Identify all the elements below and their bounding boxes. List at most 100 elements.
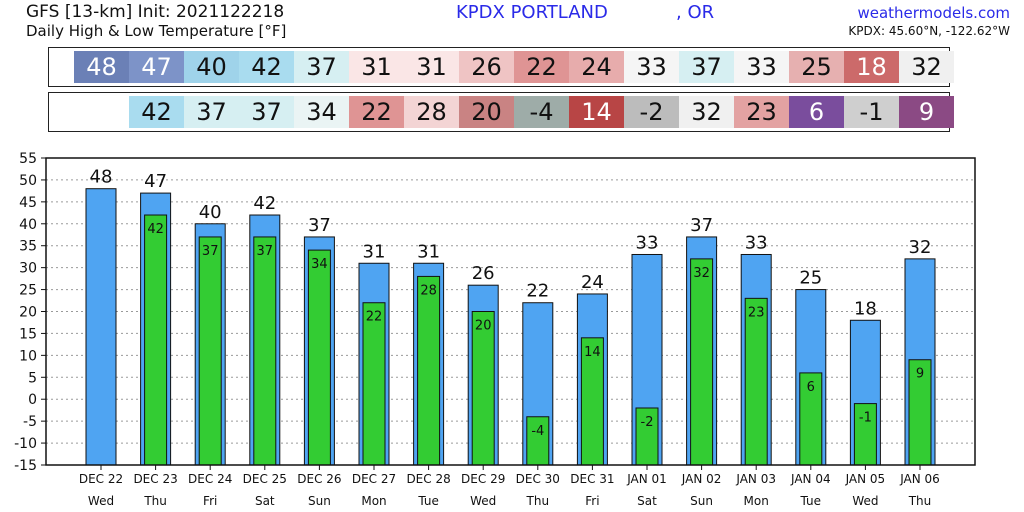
- high-temp-cell: 31: [404, 51, 459, 83]
- x-tick-label: JAN 01: [626, 472, 667, 486]
- high-temp-cell: 47: [129, 51, 184, 83]
- low-temp-bar: [690, 258, 714, 466]
- y-tick-label: -15: [14, 458, 37, 474]
- x-weekday-label: Fri: [585, 494, 599, 508]
- y-tick-label: 20: [19, 305, 37, 321]
- x-weekday-label: Mon: [361, 494, 386, 508]
- y-tick-label: -5: [23, 414, 37, 430]
- high-temp-label: 37: [308, 215, 331, 236]
- high-temp-label: 26: [472, 263, 495, 284]
- high-temp-cell: 37: [679, 51, 734, 83]
- high-temp-cell: 25: [789, 51, 844, 83]
- x-weekday-label: Thu: [526, 494, 550, 508]
- low-temp-label: 32: [693, 266, 710, 281]
- high-temp-label: 31: [363, 241, 386, 262]
- low-temp-cell: 28: [404, 96, 459, 128]
- low-temp-bar: [417, 275, 441, 466]
- high-temp-label: 42: [253, 193, 276, 214]
- y-tick-label: 45: [19, 195, 37, 211]
- high-temp-label: 47: [144, 171, 167, 192]
- x-tick-label: DEC 30: [516, 472, 560, 486]
- x-tick-label: DEC 27: [352, 472, 396, 486]
- low-temp-label: 34: [311, 257, 328, 272]
- high-temp-strip: 48 47 40 42 37 31 31 26 22 24 33 37 33 25 18 32: [48, 47, 954, 87]
- low-temp-strip: 42 37 37 34 22 28 20 -4 14 -2 32 23 6 -1 9: [48, 92, 954, 132]
- x-weekday-label: Sun: [690, 494, 713, 508]
- plot-frame: [45, 157, 976, 466]
- low-temp-label: 42: [147, 222, 164, 237]
- low-temp-label: -2: [641, 415, 654, 430]
- x-weekday-label: Thu: [143, 494, 167, 508]
- x-tick-label: JAN 06: [899, 472, 940, 486]
- x-weekday-label: Sat: [637, 494, 657, 508]
- high-temp-cell: 31: [349, 51, 404, 83]
- low-temp-bar: [307, 249, 331, 466]
- high-temp-label: 22: [526, 281, 549, 302]
- x-tick-label: DEC 24: [188, 472, 232, 486]
- y-tick-label: -10: [14, 436, 37, 452]
- chart-subtitle: Daily High & Low Temperature [°F]: [26, 22, 287, 40]
- x-weekday-label: Wed: [852, 494, 878, 508]
- y-tick-label: 5: [28, 370, 37, 386]
- x-tick-label: DEC 22: [79, 472, 123, 486]
- y-tick-label: 40: [19, 217, 37, 233]
- low-temp-cell: 37: [239, 96, 294, 128]
- low-temp-cell: 14: [569, 96, 624, 128]
- y-tick-label: 55: [19, 151, 37, 167]
- low-temp-cell: 22: [349, 96, 404, 128]
- low-temp-label: -4: [531, 424, 544, 439]
- low-temp-label: 6: [807, 380, 815, 395]
- low-temp-cell: -1: [844, 96, 899, 128]
- station-coordinates: KPDX: 45.60°N, -122.62°W: [848, 24, 1010, 38]
- low-temp-bar: [362, 302, 386, 466]
- station-state: , OR: [676, 2, 715, 23]
- y-tick-label: 35: [19, 239, 37, 255]
- y-tick-label: 0: [28, 392, 37, 408]
- high-temp-label: 33: [636, 232, 659, 253]
- high-temp-cell: 42: [239, 51, 294, 83]
- x-tick-label: DEC 31: [570, 472, 614, 486]
- high-temp-label: 24: [581, 272, 604, 293]
- x-weekday-label: Wed: [88, 494, 114, 508]
- station-name: KPDX PORTLAND: [456, 2, 608, 23]
- y-tick-label: 15: [19, 326, 37, 342]
- x-weekday-label: Wed: [470, 494, 496, 508]
- site-link[interactable]: weathermodels.com: [857, 4, 1010, 22]
- high-temp-cell: 48: [74, 51, 129, 83]
- low-temp-bar: [198, 236, 222, 466]
- low-temp-bar: [744, 297, 768, 466]
- y-tick-label: 25: [19, 283, 37, 299]
- low-temp-cell: 9: [899, 96, 954, 128]
- x-tick-label: DEC 29: [461, 472, 505, 486]
- y-tick-label: 30: [19, 261, 37, 277]
- x-tick-label: JAN 02: [681, 472, 722, 486]
- high-temp-cell: 33: [734, 51, 789, 83]
- high-temp-cell: 26: [459, 51, 514, 83]
- x-tick-label: DEC 28: [406, 472, 450, 486]
- high-temp-label: 31: [417, 241, 440, 262]
- x-tick-label: DEC 25: [243, 472, 287, 486]
- x-tick-label: JAN 04: [790, 472, 831, 486]
- low-temp-label: 14: [584, 345, 601, 360]
- x-weekday-label: Thu: [908, 494, 932, 508]
- high-temp-cell: 32: [899, 51, 954, 83]
- high-temp-cell: 18: [844, 51, 899, 83]
- high-temp-cell: 40: [184, 51, 239, 83]
- high-temp-label: 37: [690, 215, 713, 236]
- low-temp-cell: 6: [789, 96, 844, 128]
- high-temp-label: 32: [909, 237, 932, 258]
- y-tick-label: 50: [19, 173, 37, 189]
- low-temp-label: 37: [257, 244, 274, 259]
- low-temp-cell: [74, 96, 129, 128]
- high-temp-label: 25: [799, 268, 822, 289]
- low-temp-cell: 23: [734, 96, 789, 128]
- high-temp-bar: [85, 188, 117, 466]
- low-temp-label: 22: [366, 310, 383, 325]
- low-temp-cell: -2: [624, 96, 679, 128]
- low-temp-cell: 20: [459, 96, 514, 128]
- low-temp-label: 28: [420, 283, 437, 298]
- x-weekday-label: Sat: [255, 494, 275, 508]
- high-temp-label: 48: [90, 167, 113, 188]
- high-temp-label: 18: [854, 298, 877, 319]
- low-temp-bar: [144, 214, 168, 466]
